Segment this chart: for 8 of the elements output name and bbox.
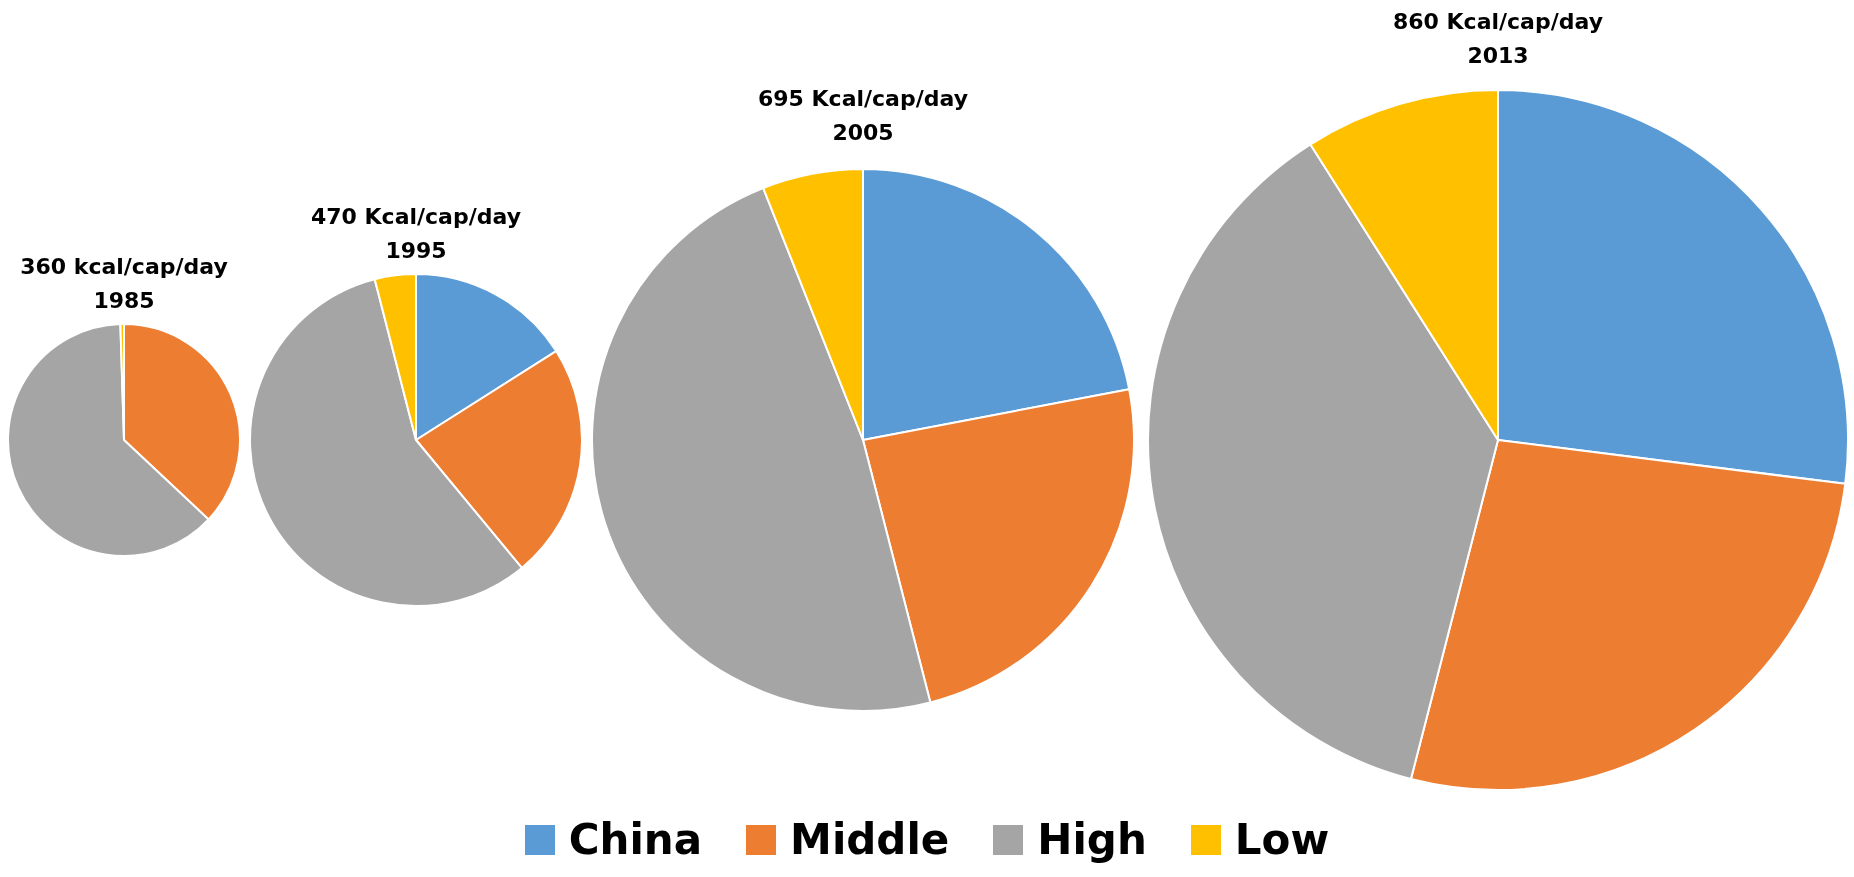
slice-label: 360 kcal/cap/day 1985: [19, 253, 229, 315]
legend-label: High: [1037, 815, 1147, 864]
legend-label: Low: [1234, 815, 1330, 864]
legend-label: China: [568, 815, 703, 864]
slice-label: 860 Kcal/cap/day 2013: [1392, 8, 1604, 70]
slice-label: 470 Kcal/cap/day 1995: [310, 203, 522, 263]
legend-label: Middle: [790, 815, 950, 864]
slice-label: 695 Kcal/cap/day 2005: [757, 85, 969, 147]
